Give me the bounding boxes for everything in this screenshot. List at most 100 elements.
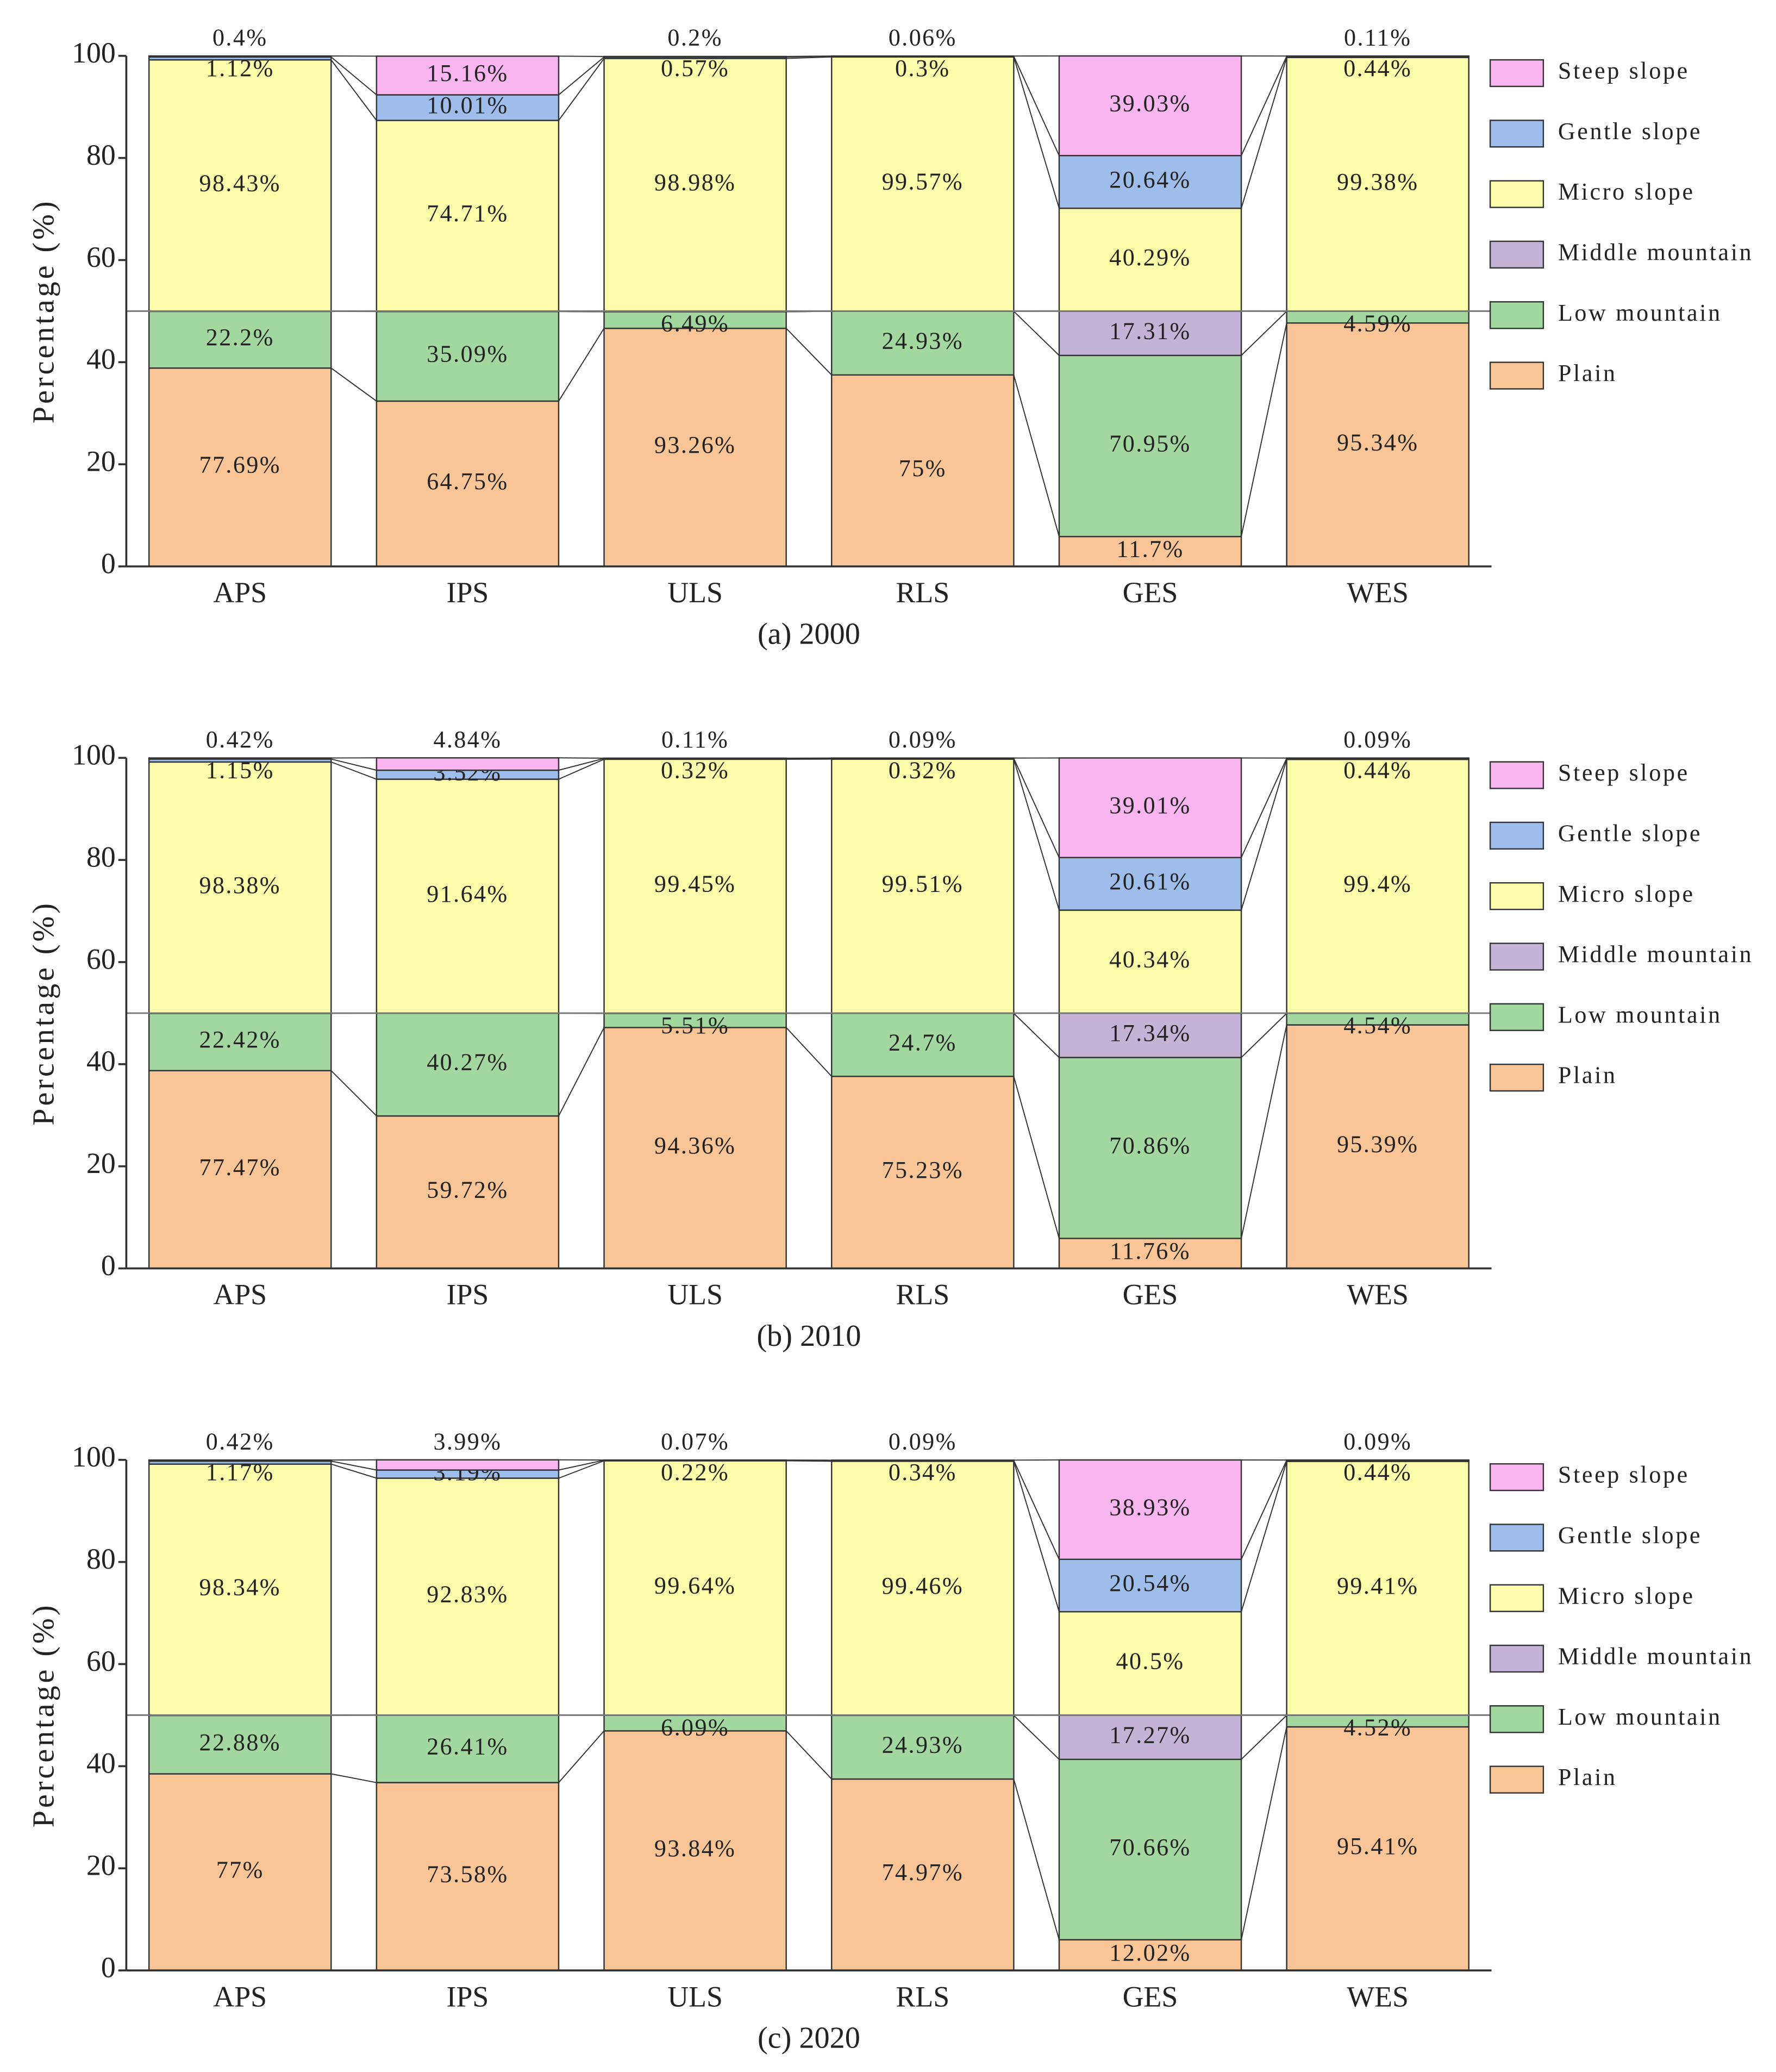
value-label: 20.54% xyxy=(1109,1570,1191,1596)
value-label: 12.02% xyxy=(1109,1939,1191,1966)
bar-segment xyxy=(376,1477,560,1716)
y-tick-label: 60 xyxy=(86,943,116,975)
x-tick-label: RLS xyxy=(896,576,949,609)
value-label: 17.34% xyxy=(1109,1020,1191,1046)
value-label: 99.51% xyxy=(882,870,964,897)
bar-segment xyxy=(376,310,560,402)
connector xyxy=(558,328,605,402)
connector xyxy=(1241,1460,1287,1560)
legend-label: Low mountain xyxy=(1558,299,1722,326)
value-label: 73.58% xyxy=(427,1861,508,1887)
y-tick-label: 100 xyxy=(72,36,116,69)
y-tick-label: 100 xyxy=(72,739,116,771)
legend-label: Steep slope xyxy=(1558,1462,1690,1488)
y-tick-label: 80 xyxy=(86,1543,116,1575)
y-tick-label: 100 xyxy=(72,1440,116,1473)
value-label: 0.2% xyxy=(667,24,722,51)
legend-swatch xyxy=(1489,1524,1544,1552)
value-label: 40.27% xyxy=(427,1049,508,1076)
legend-label: Low mountain xyxy=(1558,1001,1722,1028)
value-label: 0.07% xyxy=(661,1428,729,1455)
bar-segment xyxy=(603,1730,787,1971)
bar-segment xyxy=(603,58,787,312)
value-label: 17.31% xyxy=(1109,317,1191,344)
value-label: 0.3% xyxy=(895,55,950,82)
value-label: 26.41% xyxy=(427,1733,508,1760)
value-label: 5.51% xyxy=(661,1012,729,1039)
bar-segment xyxy=(1286,1024,1469,1269)
legend-swatch xyxy=(1489,301,1544,329)
legend-swatch xyxy=(1489,240,1544,269)
value-label: 4.59% xyxy=(1343,310,1412,336)
value-label: 98.34% xyxy=(199,1574,281,1601)
value-label: 0.32% xyxy=(661,757,729,783)
value-label: 0.11% xyxy=(1344,24,1411,51)
value-label: 4.84% xyxy=(433,726,502,753)
bar-segment xyxy=(376,1782,560,1971)
value-label: 1.12% xyxy=(206,55,274,82)
legend-label: Micro slope xyxy=(1558,1582,1695,1609)
connector xyxy=(330,1070,377,1116)
y-axis-label: Percentage (%) xyxy=(27,901,61,1126)
bar-segment xyxy=(603,1460,787,1716)
value-label: 15.16% xyxy=(427,60,508,86)
bar-segment xyxy=(376,1459,560,1471)
bar-segment xyxy=(831,310,1015,376)
connector xyxy=(785,328,832,376)
y-tick-label: 0 xyxy=(101,547,116,579)
x-tick-label: ULS xyxy=(667,576,723,609)
x-tick-label: IPS xyxy=(447,576,489,609)
bar-segment xyxy=(603,311,787,329)
x-tick-label: IPS xyxy=(447,1278,489,1311)
connector xyxy=(1013,375,1060,537)
value-label: 77.47% xyxy=(199,1154,281,1181)
value-label: 38.93% xyxy=(1109,1494,1191,1520)
value-label: 0.42% xyxy=(206,726,274,753)
legend-label: Plain xyxy=(1558,1764,1617,1790)
x-tick-label: GES xyxy=(1123,576,1178,609)
value-label: 0.42% xyxy=(206,1428,274,1455)
bar-segment xyxy=(1058,354,1242,538)
value-label: 70.95% xyxy=(1109,430,1191,457)
x-tick-label: RLS xyxy=(896,1278,949,1311)
value-label: 20.61% xyxy=(1109,868,1191,895)
connector xyxy=(1013,1013,1060,1058)
x-tick-label: IPS xyxy=(447,1980,489,2013)
value-label: 6.49% xyxy=(661,310,729,336)
value-label: 1.15% xyxy=(206,757,274,783)
x-tick-label: ULS xyxy=(667,1980,723,2013)
value-label: 74.71% xyxy=(427,200,508,227)
value-label: 0.4% xyxy=(212,24,267,51)
x-tick-label: RLS xyxy=(896,1980,949,2013)
connector xyxy=(1241,1461,1287,1612)
y-tick-label: 60 xyxy=(86,1645,116,1677)
connector xyxy=(558,58,605,121)
value-label: 77% xyxy=(216,1856,264,1883)
bar-segment xyxy=(376,120,560,312)
connector xyxy=(330,57,377,96)
connector xyxy=(558,1460,604,1479)
value-label: 99.41% xyxy=(1337,1572,1418,1599)
value-label: 24.93% xyxy=(882,327,964,354)
bar-segment xyxy=(148,761,332,1014)
legend-swatch xyxy=(1489,1463,1544,1491)
value-label: 1.17% xyxy=(206,1459,274,1486)
x-tick-label: WES xyxy=(1347,1278,1409,1311)
connector xyxy=(1241,56,1287,156)
legend-label: Middle mountain xyxy=(1558,1643,1753,1670)
connector xyxy=(1241,1025,1287,1239)
y-tick-label: 80 xyxy=(86,840,116,873)
connector xyxy=(785,1027,832,1077)
chart-title: (a) 2000 xyxy=(758,617,860,651)
legend-label: Middle mountain xyxy=(1558,941,1753,968)
value-label: 74.97% xyxy=(882,1859,964,1886)
connector xyxy=(331,1461,377,1471)
value-label: 20.64% xyxy=(1109,166,1191,193)
value-label: 0.11% xyxy=(661,726,729,753)
bar-segment xyxy=(1058,1939,1242,1971)
connector xyxy=(331,758,377,771)
value-label: 0.09% xyxy=(889,726,957,753)
value-label: 91.64% xyxy=(427,881,508,907)
value-label: 0.09% xyxy=(1343,1428,1412,1455)
